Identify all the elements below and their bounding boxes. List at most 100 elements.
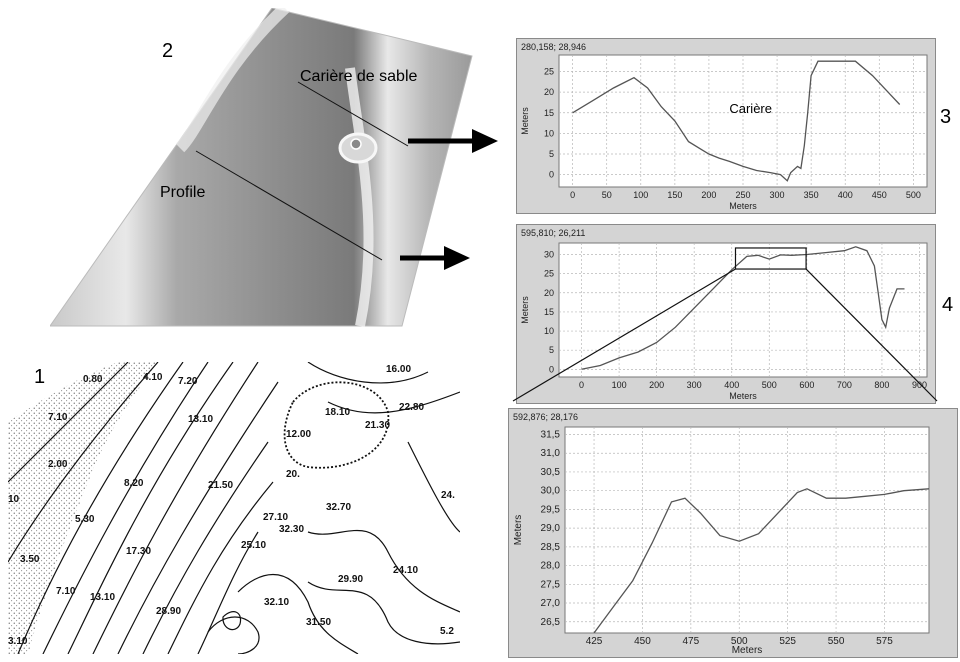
x-tick-label: 425	[586, 636, 603, 647]
contour-label: 22.80	[399, 402, 424, 413]
y-tick-label: 28,0	[541, 561, 561, 572]
chart-svg: 0 50 100 150 200 250 300 350 400 450 500 0 5 10 15 20 25…	[520, 54, 928, 211]
x-tick-label: 500	[762, 380, 777, 390]
x-tick-label: 300	[687, 380, 702, 390]
contour-label: 32.30	[279, 524, 304, 535]
x-tick-label: 700	[837, 380, 852, 390]
contour-label: 21.50	[208, 480, 233, 491]
y-tick-label: 30,0	[541, 486, 561, 497]
y-axis-label: Meters	[520, 107, 530, 135]
y-tick-label: 26,5	[541, 617, 561, 628]
y-axis-label: Meters	[513, 515, 524, 546]
y-tick-label: 29,0	[541, 523, 561, 534]
y-tick-label: 5	[549, 149, 554, 159]
y-tick-label: 31,5	[541, 429, 561, 440]
topo-map-svg: 0.80 4.10 7.20 7.10 13.10 16.00 18.10 12…	[7, 361, 461, 655]
contour-label: 3.10	[8, 636, 28, 647]
contour-label: 12.00	[286, 429, 311, 440]
zoom-connector-left	[512, 268, 736, 402]
contour-label: 7.10	[48, 412, 68, 423]
x-tick-label: 0	[579, 380, 584, 390]
y-tick-label: 5	[549, 345, 554, 355]
x-tick-label: 550	[828, 636, 845, 647]
chart-main-profile: 595,810; 26,211 0 100 200 300 400 500 600 700 80…	[516, 224, 936, 404]
y-tick-label: 25	[544, 67, 554, 77]
arrows	[400, 129, 498, 270]
contour-label: 2.00	[48, 459, 68, 470]
x-tick-label: 575	[876, 636, 893, 647]
x-tick-label: 475	[683, 636, 700, 647]
contour-label: 16.00	[386, 364, 411, 375]
plot-area	[564, 426, 930, 634]
x-tick-label: 600	[799, 380, 814, 390]
x-tick-label: 450	[634, 636, 651, 647]
x-tick-label: 350	[804, 190, 819, 200]
y-tick-label: 15	[544, 307, 554, 317]
x-tick-label: 450	[872, 190, 887, 200]
contour-label: 5.30	[75, 514, 95, 525]
coord-readout: 592,876; 28,176	[513, 412, 579, 422]
zoom-connector-right	[805, 268, 938, 402]
y-tick-label: 30	[544, 249, 554, 259]
contour-label: 25.10	[241, 540, 266, 551]
panel-label-4: 4	[942, 294, 954, 316]
x-tick-label: 200	[701, 190, 716, 200]
x-tick-label: 50	[602, 190, 612, 200]
chart-svg: 0 100 200 300 400 500 600 700 800 900 0 5 10 15 20 25 30…	[520, 242, 928, 401]
y-tick-label: 15	[544, 108, 554, 118]
x-tick-label: 300	[770, 190, 785, 200]
x-tick-label: 200	[649, 380, 664, 390]
x-tick-label: 250	[735, 190, 750, 200]
y-tick-label: 0	[549, 170, 554, 180]
chart-svg: 425 450 475 500 525 550 575 26,5 27,0 27,5 28,0 28,…	[513, 426, 930, 656]
chart-zoom-profile: 592,876; 28,176 425 450 475 500 525 550 575 26,…	[508, 408, 958, 658]
plot-area	[558, 242, 928, 378]
contour-label: 27.10	[263, 512, 288, 523]
x-tick-label: 100	[612, 380, 627, 390]
contour-label: 10	[8, 494, 20, 505]
y-tick-label: 20	[544, 87, 554, 97]
panel-label-1: 1	[34, 366, 46, 388]
contour-label: 7.20	[178, 376, 198, 387]
contour-label: 5.2	[440, 626, 454, 637]
coord-readout: 595,810; 26,211	[521, 228, 586, 238]
x-tick-label: 525	[779, 636, 796, 647]
beach-zone	[8, 362, 158, 654]
contour-label: 0.80	[83, 374, 103, 385]
y-tick-label: 30,5	[541, 467, 561, 478]
y-tick-label: 28,5	[541, 542, 561, 553]
contour-label: 13.10	[90, 592, 115, 603]
contour-label: 20.	[286, 469, 300, 480]
series-line	[593, 488, 929, 633]
coord-readout: 280,158; 28,946	[521, 42, 587, 52]
x-axis-label: Meters	[729, 201, 757, 211]
contour-label: 32.70	[326, 502, 351, 513]
profile-line-main	[195, 150, 383, 261]
chart-quarry-profile: 280,158; 28,946 0 50 100 150 200 250 300 350 400…	[516, 38, 936, 214]
x-tick-label: 150	[667, 190, 682, 200]
contour-label: 21.30	[365, 420, 390, 431]
quarry-label: Carière de sable	[300, 68, 418, 85]
contour-label: 32.10	[264, 597, 289, 608]
zoom-box	[734, 247, 807, 270]
x-tick-label: 0	[570, 190, 575, 200]
contour-label: 24.10	[393, 565, 418, 576]
x-tick-label: 400	[838, 190, 853, 200]
x-tick-label: 800	[874, 380, 889, 390]
contour-label: 29.90	[338, 574, 363, 585]
x-axis-label: Meters	[729, 391, 757, 401]
y-tick-label: 27,0	[541, 598, 561, 609]
series-line	[581, 246, 905, 370]
contour-label: 31.50	[306, 617, 331, 628]
contour-label: 8.20	[124, 478, 144, 489]
x-tick-label: 100	[633, 190, 648, 200]
contour-lines	[7, 361, 461, 655]
contour-label: 4.10	[143, 372, 163, 383]
contour-label: 18.10	[325, 407, 350, 418]
y-tick-label: 29,5	[541, 504, 561, 515]
contour-label: 13.10	[188, 414, 213, 425]
series-line	[572, 60, 901, 182]
x-tick-label: 500	[731, 636, 748, 647]
arrow-upper	[408, 129, 498, 153]
